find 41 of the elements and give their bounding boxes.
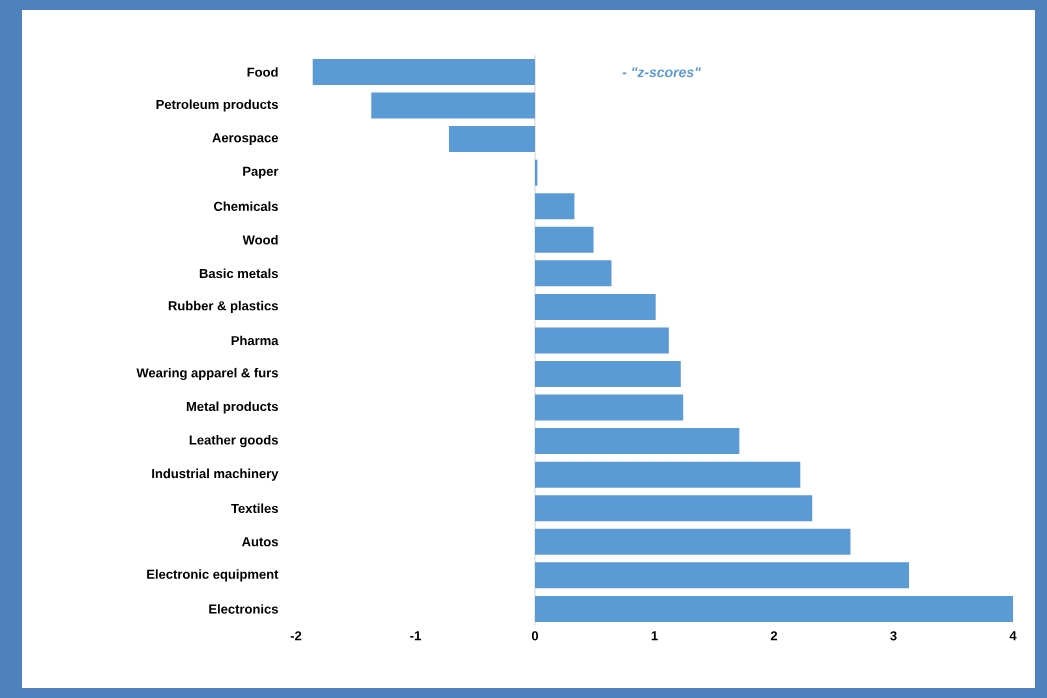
x-tick-label: 1	[651, 631, 658, 641]
y-tick-label: Electronics	[209, 604, 278, 614]
bar	[535, 428, 740, 455]
bar	[312, 58, 535, 85]
y-tick-label: Metal products	[186, 401, 278, 414]
y-tick-label: Food	[247, 67, 278, 77]
y-tick-label: Rubber & plastics	[168, 300, 278, 313]
bar	[535, 226, 594, 253]
y-tick-label: Wearing apparel & furs	[136, 367, 278, 381]
y-tick-label: Wood	[242, 234, 278, 245]
y-tick-label: Textiles	[231, 503, 278, 514]
y-tick-label: Autos	[241, 537, 278, 547]
x-tick-label: 2	[770, 631, 778, 641]
x-tick-label: 0	[531, 631, 539, 641]
bar	[535, 361, 681, 387]
bar	[535, 193, 575, 220]
bar	[535, 528, 851, 555]
y-tick-label: Paper	[243, 166, 279, 179]
y-tick-label: Electronic equipment	[147, 569, 279, 582]
x-tick-label: 4	[1009, 631, 1017, 641]
y-tick-label: Aerospace	[212, 133, 279, 145]
y-tick-label: Leather goods	[189, 435, 278, 448]
x-tick-label: -1	[410, 631, 421, 641]
bar	[448, 126, 535, 153]
y-tick-label: Basic metals	[199, 268, 278, 279]
bar	[535, 461, 801, 488]
y-tick-label: Industrial machinery	[152, 468, 279, 481]
annotation: - "z-scores"	[622, 67, 701, 78]
x-tick-label: 3	[890, 631, 897, 641]
bar	[535, 562, 910, 589]
bar	[371, 92, 535, 119]
bar	[535, 495, 813, 522]
bar	[535, 327, 669, 354]
bar	[535, 595, 1013, 622]
bar	[535, 394, 684, 421]
y-tick-label: Pharma	[231, 335, 279, 346]
y-tick-label: Petroleum products	[156, 99, 278, 112]
x-tick-label: -2	[290, 631, 302, 641]
bar	[535, 293, 656, 320]
y-tick-label: Chemicals	[213, 201, 278, 211]
bar	[535, 260, 612, 287]
